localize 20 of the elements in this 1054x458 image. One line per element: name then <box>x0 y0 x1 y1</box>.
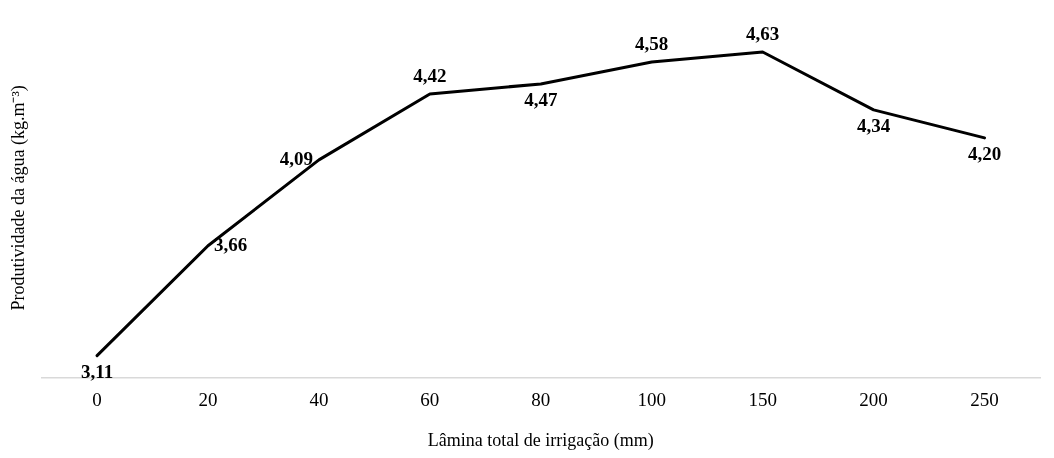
data-label: 4,47 <box>524 88 558 110</box>
x-tick-label: 100 <box>637 388 666 410</box>
x-tick-label: 250 <box>970 388 999 410</box>
x-tick-label: 150 <box>748 388 777 410</box>
data-label: 4,20 <box>967 142 1002 164</box>
y-axis-title: Produtividade da água (kg.m⁻³) <box>7 85 29 311</box>
x-tick-label: 200 <box>859 388 888 410</box>
data-label: 4,09 <box>279 147 313 169</box>
x-tick-label: 60 <box>420 388 440 410</box>
x-tick-label: 40 <box>309 388 329 410</box>
data-label: 4,63 <box>746 22 780 44</box>
x-axis-title: Lâmina total de irrigação (mm) <box>427 429 654 451</box>
data-label: 3,11 <box>80 360 114 382</box>
x-tick-label: 80 <box>531 388 551 410</box>
data-label: 3,66 <box>214 233 248 255</box>
data-label: 4,58 <box>635 32 669 54</box>
data-label: 4,34 <box>856 114 891 136</box>
data-label: 4,42 <box>413 64 447 86</box>
x-tick-label: 20 <box>198 388 218 410</box>
x-tick-label: 0 <box>92 388 102 410</box>
